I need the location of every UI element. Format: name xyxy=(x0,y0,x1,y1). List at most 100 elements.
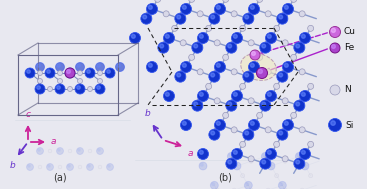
Circle shape xyxy=(232,91,243,101)
Circle shape xyxy=(182,64,186,67)
Circle shape xyxy=(215,188,219,189)
Circle shape xyxy=(148,5,152,9)
Circle shape xyxy=(228,102,232,106)
Circle shape xyxy=(262,160,266,164)
Circle shape xyxy=(57,86,60,89)
Circle shape xyxy=(182,121,186,125)
Circle shape xyxy=(85,68,95,78)
Circle shape xyxy=(58,165,62,169)
Circle shape xyxy=(210,181,218,189)
Circle shape xyxy=(211,15,215,19)
Circle shape xyxy=(36,63,44,71)
Circle shape xyxy=(291,54,297,60)
Circle shape xyxy=(57,147,63,154)
Circle shape xyxy=(283,188,287,189)
Circle shape xyxy=(231,156,237,162)
Circle shape xyxy=(232,159,236,163)
Circle shape xyxy=(294,100,305,111)
Circle shape xyxy=(226,158,237,169)
Circle shape xyxy=(265,149,276,160)
Circle shape xyxy=(240,141,246,147)
Circle shape xyxy=(299,11,305,17)
Circle shape xyxy=(283,119,294,130)
Circle shape xyxy=(192,100,203,111)
Circle shape xyxy=(197,40,203,46)
Circle shape xyxy=(146,4,157,15)
Circle shape xyxy=(250,50,260,60)
Circle shape xyxy=(36,147,44,154)
Circle shape xyxy=(95,84,105,94)
Circle shape xyxy=(189,54,195,60)
Circle shape xyxy=(308,83,314,89)
Circle shape xyxy=(212,183,215,186)
Circle shape xyxy=(231,40,237,46)
Circle shape xyxy=(299,127,305,133)
Circle shape xyxy=(248,4,259,15)
Circle shape xyxy=(250,121,254,125)
Circle shape xyxy=(233,162,241,170)
Circle shape xyxy=(177,73,181,77)
Circle shape xyxy=(294,42,305,53)
Circle shape xyxy=(98,78,102,84)
Circle shape xyxy=(252,52,255,55)
Circle shape xyxy=(243,71,254,82)
Circle shape xyxy=(217,121,220,125)
Circle shape xyxy=(261,152,269,160)
Circle shape xyxy=(197,98,203,104)
Circle shape xyxy=(197,149,208,160)
Text: (a): (a) xyxy=(53,173,67,183)
Circle shape xyxy=(214,11,220,17)
Circle shape xyxy=(223,0,229,2)
Circle shape xyxy=(87,70,90,73)
Circle shape xyxy=(98,165,102,169)
Circle shape xyxy=(25,68,35,78)
Circle shape xyxy=(164,91,174,101)
Ellipse shape xyxy=(241,54,276,80)
Circle shape xyxy=(268,34,271,38)
Text: (b): (b) xyxy=(218,173,232,183)
Circle shape xyxy=(299,98,305,104)
Circle shape xyxy=(283,61,294,73)
Circle shape xyxy=(283,4,294,15)
Circle shape xyxy=(229,154,232,156)
Circle shape xyxy=(160,44,164,48)
Circle shape xyxy=(95,63,105,71)
Circle shape xyxy=(257,112,263,118)
Circle shape xyxy=(250,64,254,67)
Circle shape xyxy=(189,0,195,2)
Circle shape xyxy=(155,0,161,2)
Circle shape xyxy=(163,11,169,17)
Circle shape xyxy=(146,11,152,17)
Circle shape xyxy=(97,86,100,89)
Circle shape xyxy=(194,44,197,48)
Circle shape xyxy=(260,42,271,53)
Circle shape xyxy=(265,91,276,101)
Circle shape xyxy=(214,61,225,73)
Circle shape xyxy=(228,160,232,164)
Circle shape xyxy=(282,11,288,17)
Circle shape xyxy=(107,70,110,73)
Circle shape xyxy=(194,102,197,106)
Circle shape xyxy=(181,61,192,73)
Circle shape xyxy=(295,152,304,160)
Circle shape xyxy=(308,25,314,31)
Circle shape xyxy=(240,83,246,89)
Circle shape xyxy=(78,165,82,169)
Circle shape xyxy=(105,68,115,78)
Circle shape xyxy=(108,165,110,167)
Circle shape xyxy=(180,11,186,17)
Circle shape xyxy=(87,87,92,91)
Circle shape xyxy=(175,13,186,24)
Circle shape xyxy=(131,34,135,38)
Circle shape xyxy=(299,40,305,46)
Circle shape xyxy=(274,83,280,89)
Circle shape xyxy=(181,4,192,15)
Circle shape xyxy=(78,149,80,151)
Circle shape xyxy=(267,162,275,170)
Circle shape xyxy=(47,87,52,91)
Circle shape xyxy=(231,127,237,133)
Circle shape xyxy=(266,188,270,189)
Circle shape xyxy=(243,13,254,24)
Circle shape xyxy=(209,13,220,24)
Circle shape xyxy=(55,63,65,71)
